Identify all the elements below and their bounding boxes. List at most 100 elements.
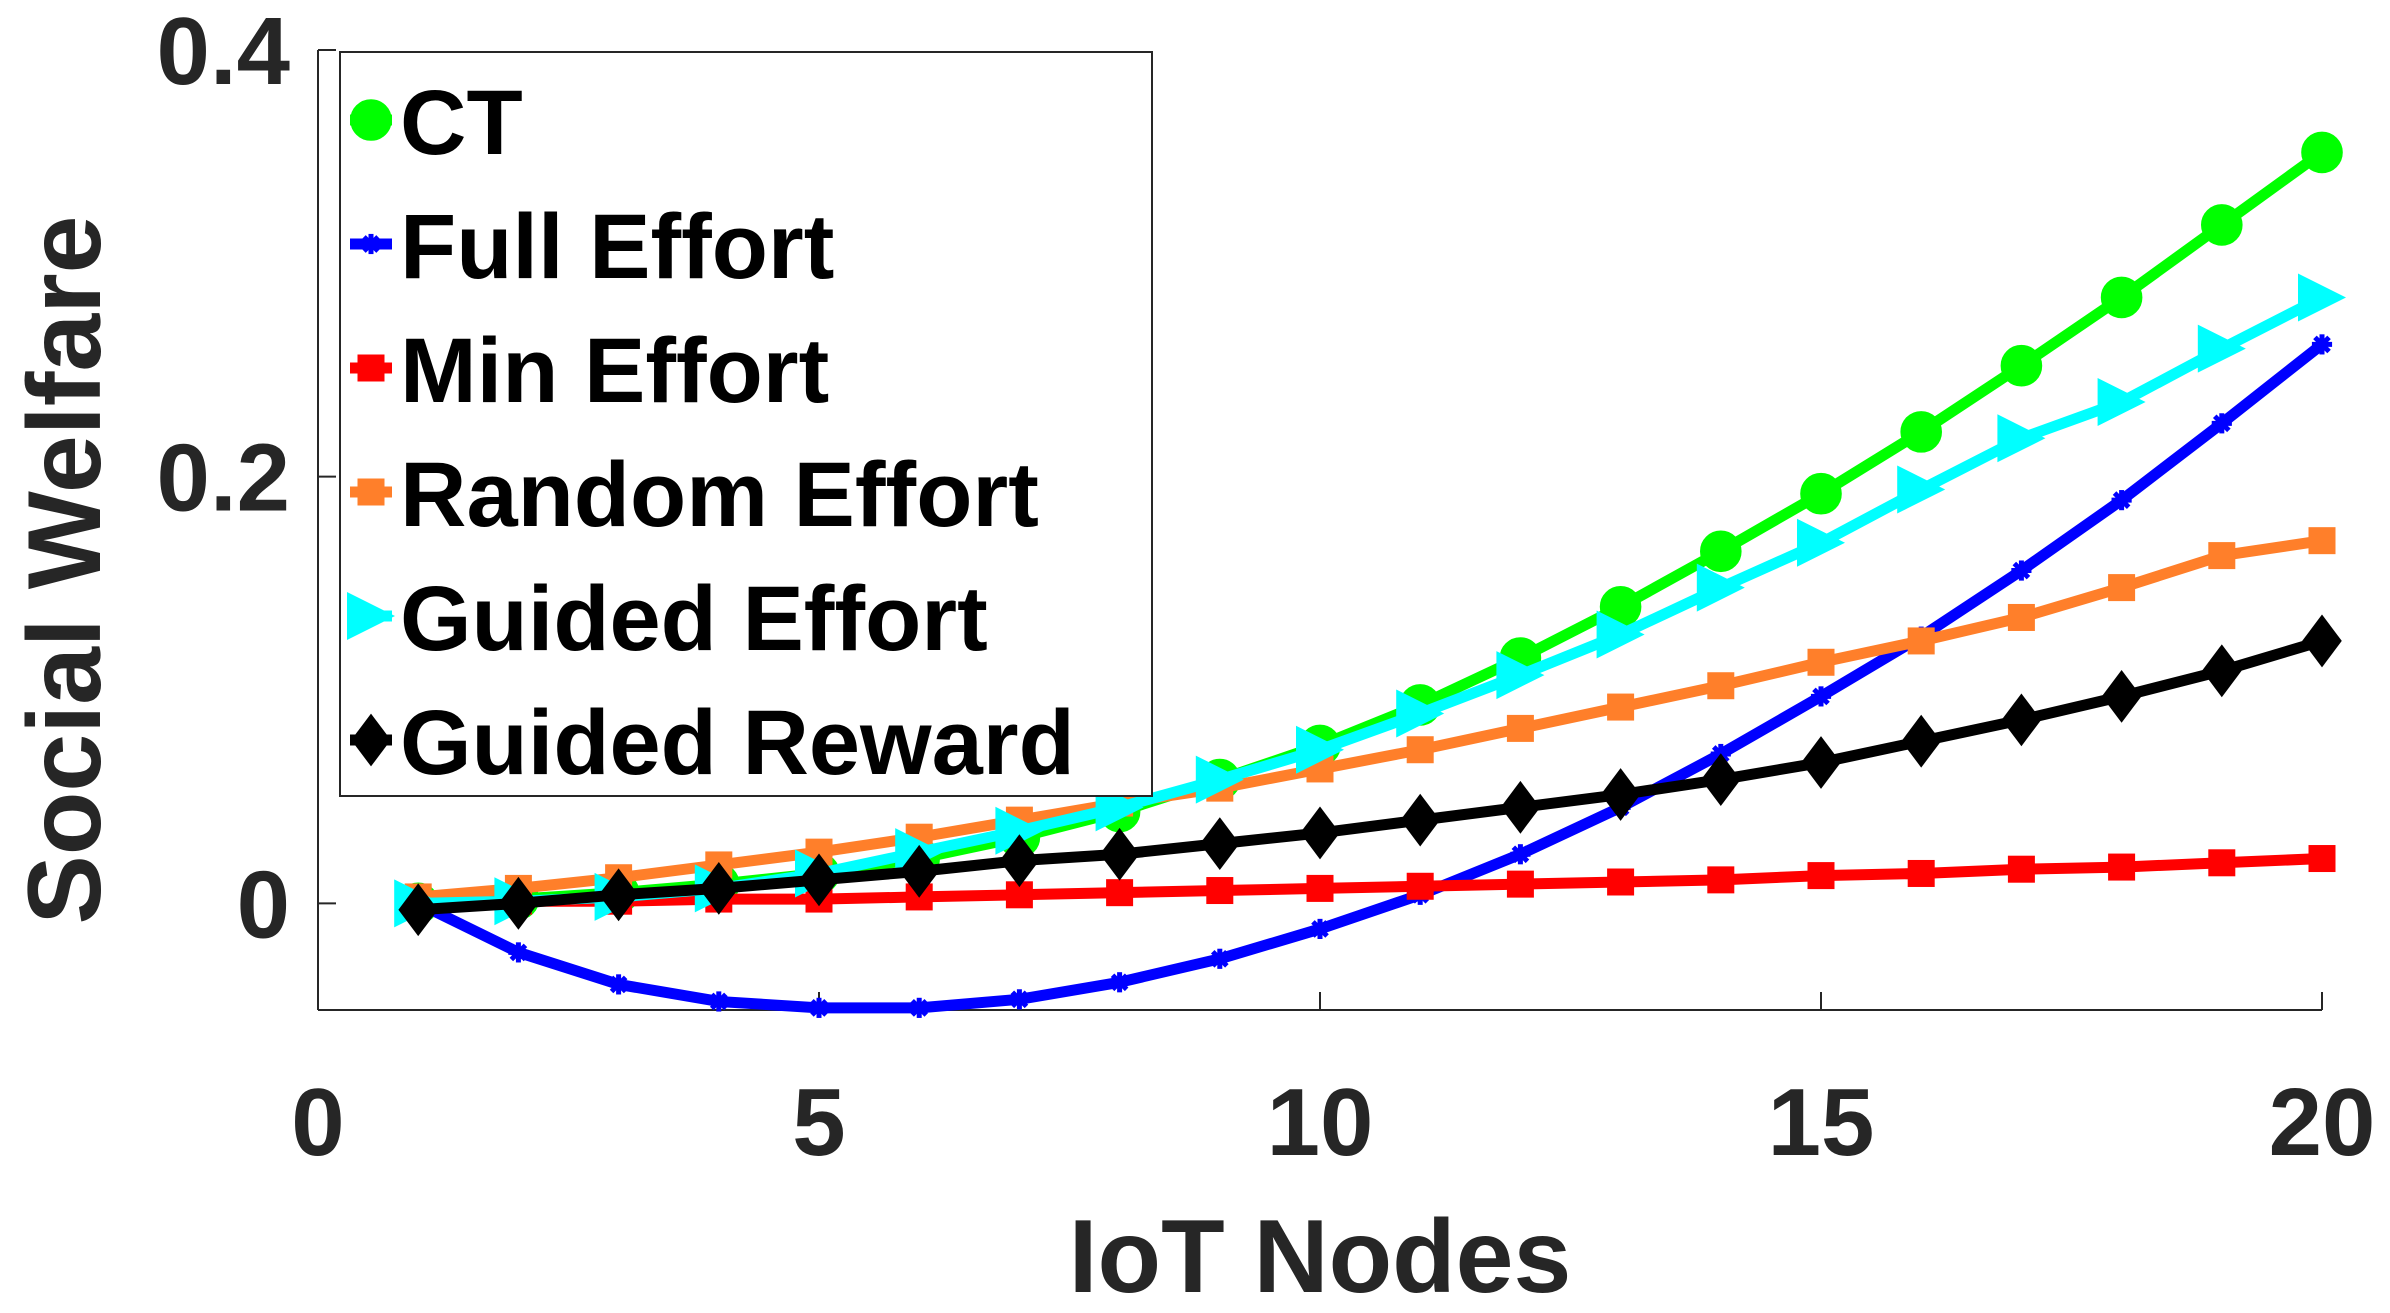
- data-point: [1506, 714, 1534, 742]
- series-line: [412, 338, 2328, 1014]
- series-guided-reward: [398, 614, 2342, 937]
- data-point: [899, 844, 939, 898]
- legend-item: CT: [350, 72, 523, 174]
- x-tick-label: 15: [1768, 1069, 1875, 1176]
- data-point: [1596, 610, 1645, 659]
- data-point: [1009, 989, 1030, 1010]
- data-point: [1309, 918, 1331, 940]
- legend-item: Guided Reward: [350, 692, 1075, 794]
- data-point: [1707, 866, 1735, 894]
- data-point: [1807, 862, 1835, 890]
- data-point: [1607, 868, 1635, 896]
- data-point: [347, 592, 395, 640]
- x-tick-label: 0: [291, 1069, 344, 1176]
- data-point: [2208, 849, 2236, 877]
- data-point: [708, 991, 729, 1012]
- data-point: [498, 876, 539, 930]
- data-point: [2202, 644, 2242, 698]
- data-point: [2301, 131, 2343, 174]
- data-point: [1510, 844, 1531, 865]
- data-point: [2201, 204, 2243, 246]
- data-point: [1296, 725, 1344, 774]
- data-point: [808, 997, 830, 1018]
- plot-series: [394, 131, 2346, 1018]
- data-point: [1700, 530, 1742, 573]
- data-point: [909, 997, 930, 1018]
- data-point: [1209, 948, 1230, 969]
- data-point: [1506, 870, 1534, 898]
- data-point: [1907, 627, 1935, 655]
- series-line: [412, 535, 2328, 903]
- data-point: [1206, 877, 1234, 905]
- data-point: [1701, 753, 1741, 806]
- data-point: [1600, 768, 1641, 821]
- data-point: [1195, 755, 1244, 804]
- data-point: [1306, 874, 1334, 902]
- data-point: [1396, 689, 1445, 738]
- data-point: [1200, 817, 1240, 870]
- legend-item: Guided Effort: [347, 568, 988, 670]
- data-point: [2208, 542, 2236, 570]
- data-point: [351, 713, 391, 767]
- data-point: [2000, 344, 2043, 387]
- data-point: [1696, 563, 1745, 612]
- legend-item: Full Effort: [350, 196, 834, 298]
- legend-label: Guided Reward: [400, 692, 1075, 794]
- data-point: [1900, 411, 1942, 453]
- data-point: [1300, 806, 1340, 860]
- legend-item: Random Effort: [350, 444, 1039, 546]
- data-point: [1800, 472, 1842, 515]
- data-point: [360, 233, 382, 255]
- data-point: [995, 806, 1044, 855]
- y-tick-label: 0.2: [157, 425, 290, 532]
- series-line: [412, 853, 2328, 909]
- data-point: [799, 853, 839, 907]
- data-point: [1901, 714, 1941, 768]
- y-tick-label: 0: [237, 851, 290, 958]
- legend-box: [339, 51, 1153, 797]
- x-tick-label: 20: [2269, 1069, 2376, 1176]
- legend: CT Full Effort Min Effort Random Effort Guid…: [339, 51, 1153, 797]
- data-point: [350, 99, 392, 141]
- data-point: [1099, 827, 1140, 881]
- data-point: [1997, 414, 2046, 463]
- data-point: [1500, 780, 1541, 834]
- data-point: [2108, 853, 2136, 881]
- y-tick-label: 0.4: [157, 0, 290, 105]
- data-point: [1400, 793, 1440, 847]
- data-point: [2097, 378, 2146, 426]
- data-point: [1607, 693, 1635, 721]
- legend-label: Min Effort: [400, 320, 829, 422]
- data-point: [608, 974, 629, 995]
- series-min-effort: [404, 845, 2336, 917]
- data-point: [1897, 465, 1946, 514]
- legend-label: Guided Effort: [400, 568, 988, 670]
- data-point: [598, 868, 639, 922]
- legend-item: Min Effort: [350, 320, 829, 422]
- data-point: [2011, 560, 2032, 581]
- data-point: [1810, 686, 1832, 707]
- data-point: [2197, 324, 2246, 373]
- data-point: [1807, 648, 1835, 676]
- data-point: [1109, 972, 1130, 993]
- data-point: [699, 862, 739, 915]
- axes: 0 5 10 15 20 0 0.2 0.4: [157, 0, 2376, 1176]
- data-point: [1801, 736, 1841, 789]
- x-tick-label: 5: [792, 1069, 845, 1176]
- data-point: [357, 478, 385, 506]
- data-point: [2211, 413, 2232, 434]
- data-point: [2101, 670, 2142, 723]
- legend-label: CT: [400, 72, 523, 174]
- data-point: [2007, 603, 2035, 631]
- data-point: [508, 942, 529, 963]
- data-point: [2308, 845, 2336, 873]
- data-point: [1797, 518, 1845, 567]
- data-point: [1406, 872, 1434, 900]
- data-point: [999, 834, 1040, 888]
- data-point: [2111, 490, 2132, 511]
- data-point: [2308, 527, 2336, 555]
- data-point: [2302, 614, 2342, 668]
- data-point: [398, 883, 438, 937]
- data-point: [2001, 693, 2042, 747]
